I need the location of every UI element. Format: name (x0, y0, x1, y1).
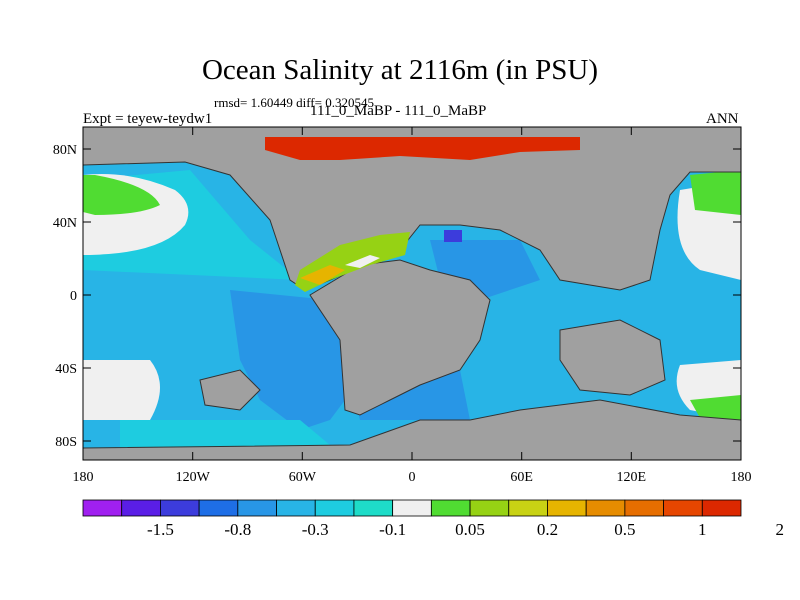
lat-tick-label: 80N (53, 143, 77, 158)
colorbar-swatch (392, 499, 432, 517)
ocean-green-southeast (690, 395, 741, 420)
tethys-yellow-anomaly (300, 265, 345, 285)
arctic-high-anomaly (265, 137, 580, 160)
colorbar-swatch (160, 499, 200, 517)
ocean-green-north-pacific (83, 175, 160, 215)
gondwana-landmass (309, 259, 491, 416)
lon-tick-label: 180 (73, 470, 94, 485)
colorbar-swatch (701, 499, 742, 517)
lat-tick-label: 40N (53, 216, 77, 231)
colorbar-swatch (430, 499, 471, 517)
colorbar-label: 1 (698, 520, 707, 539)
colorbar-swatch (237, 499, 277, 517)
island-landmass (199, 369, 261, 411)
colorbar-label: -1.5 (147, 520, 174, 539)
lon-tick-label: 180 (731, 470, 752, 485)
colorbar-label: -0.3 (302, 520, 329, 539)
lat-tick-label: 0 (70, 289, 77, 304)
plot-title: Ocean Salinity at 2116m (in PSU) (201, 54, 599, 86)
map-field (83, 127, 741, 460)
latitude-axis: 80N 40N 0 40S 80S (53, 143, 741, 450)
southern-landmass (83, 399, 741, 460)
colorbar-swatch (82, 499, 123, 517)
season-label: ANN (706, 111, 739, 127)
australia-landmass (559, 319, 666, 396)
colorbar-label: -0.1 (379, 520, 406, 539)
lon-tick-label: 120W (176, 470, 211, 485)
colorbar-swatch (547, 499, 587, 517)
colorbar-swatch (585, 499, 626, 517)
colorbar-swatch (353, 499, 394, 517)
colorbar-swatch (508, 499, 548, 517)
longitude-axis: 180 120W 60W 0 60E 120E 180 (73, 127, 752, 485)
tethys-neutral-patch (345, 255, 380, 268)
ocean-blue-zone-west (230, 290, 345, 430)
colorbar: -1.5 -0.8 -0.3 -0.1 0.05 0.2 0.5 1 2 (82, 499, 784, 539)
ocean-green-east (690, 170, 741, 215)
colorbar-swatch (276, 499, 316, 517)
northern-landmass (83, 127, 741, 291)
experiment-label: Expt = teyew-teydw1 (83, 111, 213, 127)
lat-tick-label: 80S (55, 435, 77, 450)
lon-tick-label: 120E (617, 470, 647, 485)
comparison-label: 111_0_MaBP - 111_0_MaBP (310, 103, 487, 119)
lon-tick-label: 0 (409, 470, 416, 485)
lon-tick-label: 60W (289, 470, 317, 485)
stats-line: rmsd= 1.60449 diff= 0.320545 (214, 95, 374, 110)
colorbar-swatch (121, 499, 161, 517)
colorbar-swatch (198, 499, 239, 517)
colorbar-label: -0.8 (224, 520, 251, 539)
colorbar-swatch (314, 499, 355, 517)
colorbar-label: 2 (775, 520, 784, 539)
colorbar-swatch (624, 499, 664, 517)
lon-tick-label: 60E (510, 470, 533, 485)
lat-tick-label: 40S (55, 362, 77, 377)
colorbar-label: 0.2 (537, 520, 558, 539)
low-anomaly-patch (444, 230, 462, 242)
land-masses (83, 127, 741, 460)
ocean-neutral-south-pacific (83, 360, 160, 420)
colorbar-swatch (469, 499, 510, 517)
colorbar-swatch (663, 499, 703, 517)
colorbar-label: 0.5 (614, 520, 635, 539)
colorbar-label: 0.05 (455, 520, 485, 539)
